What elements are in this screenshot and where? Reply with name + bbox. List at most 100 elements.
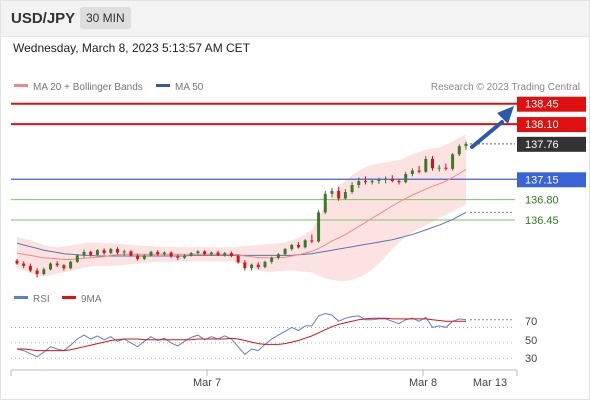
rsi-level-70: 70 xyxy=(525,316,537,328)
candle-body xyxy=(82,251,86,256)
candle-body xyxy=(102,250,106,254)
candle-body xyxy=(109,249,113,254)
rsi-level-50: 50 xyxy=(525,335,537,347)
x-label-mar7: Mar 7 xyxy=(193,377,221,389)
x-label-mar13: Mar 13 xyxy=(473,377,507,389)
candle-body xyxy=(229,253,233,257)
candle-body xyxy=(323,193,327,213)
candle-body xyxy=(417,170,421,172)
candle-body xyxy=(276,254,280,258)
candle-body xyxy=(169,252,173,257)
level-box-138-45 xyxy=(517,96,586,112)
candle-body xyxy=(189,253,193,256)
candle-body xyxy=(156,251,160,255)
candle-body xyxy=(236,256,240,263)
candle-body xyxy=(430,158,434,169)
candle-body xyxy=(176,256,180,258)
candle-body xyxy=(457,146,461,155)
candle-body xyxy=(317,212,321,242)
candle-body xyxy=(390,178,394,182)
x-axis: Mar 7 Mar 8 Mar 13 xyxy=(10,369,518,389)
rsi-line xyxy=(16,312,467,358)
candle-body xyxy=(270,257,274,262)
candle-body xyxy=(196,251,200,254)
candle-body xyxy=(55,263,59,266)
candle-body xyxy=(223,253,227,255)
rsi-lines xyxy=(16,312,467,358)
candle-body xyxy=(69,261,73,269)
level-box-137-15 xyxy=(517,172,586,188)
candle-body xyxy=(122,251,126,253)
candle-body xyxy=(22,263,26,266)
candle-body xyxy=(250,264,254,269)
candles xyxy=(15,141,468,278)
level-label-137-76: 137.76 xyxy=(525,139,559,151)
candle-body xyxy=(363,181,367,183)
level-labels: 138.45 138.10 137.76 137.15 136.80 136.45 xyxy=(517,96,586,227)
level-label-136-45: 136.45 xyxy=(525,215,559,227)
candle-body xyxy=(28,265,32,271)
candle-body xyxy=(444,167,448,169)
chart-header: USD/JPY 30 MIN xyxy=(0,0,590,37)
candle-body xyxy=(290,244,294,250)
legend-swatch-ma50 xyxy=(156,84,170,87)
legend-swatch-ma20 xyxy=(14,84,28,87)
candle-body xyxy=(15,260,19,264)
candle-body xyxy=(397,181,401,183)
candle-body xyxy=(310,240,314,242)
level-label-137-15: 137.15 xyxy=(525,174,559,186)
candle-body xyxy=(129,251,133,256)
candle-body xyxy=(149,251,153,256)
legend-swatch-rsi xyxy=(14,296,28,299)
candle-body xyxy=(203,251,207,255)
legend-label-ma50: MA 50 xyxy=(175,82,204,93)
level-box-137-76 xyxy=(517,136,586,152)
candle-body xyxy=(256,264,260,268)
candle-body xyxy=(209,252,213,255)
trend-arrow-head xyxy=(497,106,514,124)
candle-body xyxy=(283,249,287,255)
candle-body xyxy=(370,181,374,183)
candle-body xyxy=(162,252,166,255)
candle-body xyxy=(183,255,187,258)
rsi-9ma-line xyxy=(17,317,466,352)
level-lines xyxy=(11,102,517,221)
candle-body xyxy=(35,270,39,275)
candle-body xyxy=(464,143,468,147)
legend-swatch-9ma xyxy=(62,296,76,299)
candle-body xyxy=(410,170,414,175)
candle-body xyxy=(49,263,53,270)
candle-body xyxy=(243,262,247,269)
rsi-gridlines xyxy=(11,319,515,359)
candle-body xyxy=(216,252,220,255)
candle-body xyxy=(116,249,120,253)
candle-body xyxy=(75,255,79,262)
trend-arrow-shaft xyxy=(470,120,504,149)
level-label-138-10: 138.10 xyxy=(525,119,559,131)
candle-body xyxy=(357,181,361,186)
currency-pair: USD/JPY xyxy=(11,10,76,27)
candle-body xyxy=(303,240,307,248)
candle-body xyxy=(62,265,66,269)
candle-body xyxy=(343,192,347,199)
moving-averages xyxy=(16,168,514,260)
trend-arrow xyxy=(470,106,514,149)
rsi-panel: RSI 9MA 70 50 30 xyxy=(11,294,537,365)
legend-label-ma20: MA 20 + Bollinger Bands xyxy=(33,82,143,93)
candle-body xyxy=(404,174,408,183)
candle-body xyxy=(377,179,381,182)
candle-body xyxy=(384,178,388,180)
candle-body xyxy=(42,269,46,275)
timeframe-badge[interactable]: 30 MIN xyxy=(80,7,131,29)
candle-body xyxy=(142,255,146,259)
source-credit: Research © 2023 Trading Central xyxy=(431,82,580,93)
rsi-level-30: 30 xyxy=(525,353,537,365)
candle-body xyxy=(350,185,354,193)
level-label-138-45: 138.45 xyxy=(525,99,559,111)
legend-label-9ma: 9MA xyxy=(81,294,102,305)
candle-body xyxy=(437,167,441,169)
chart-datetime: Wednesday, March 8, 2023 5:13:57 AM CET xyxy=(13,41,251,55)
bollinger-band-area xyxy=(17,134,466,281)
candle-body xyxy=(263,261,267,268)
